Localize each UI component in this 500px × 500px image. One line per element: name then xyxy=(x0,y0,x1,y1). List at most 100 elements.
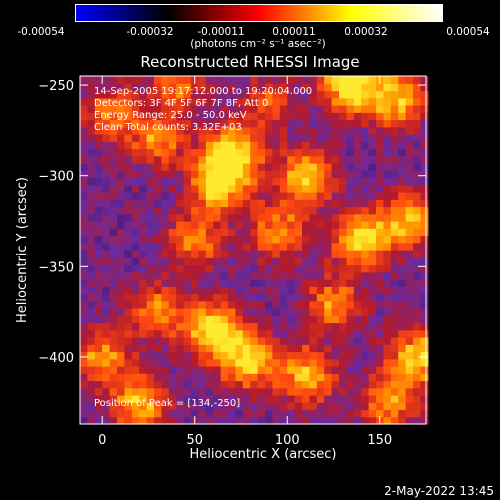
heatmap-cell xyxy=(309,387,318,396)
heatmap-cell xyxy=(109,380,118,389)
heatmap-cell xyxy=(87,228,96,237)
heatmap-cell xyxy=(353,264,362,273)
heatmap-cell xyxy=(109,155,118,164)
heatmap-cell xyxy=(235,358,244,367)
heatmap-cell xyxy=(213,184,222,193)
heatmap-cell xyxy=(198,221,207,229)
heatmap-cell xyxy=(265,366,274,374)
heatmap-cell xyxy=(287,380,296,389)
heatmap-cell xyxy=(250,76,259,84)
heatmap-cell xyxy=(405,134,414,142)
heatmap-cell xyxy=(87,126,96,135)
heatmap-cell xyxy=(117,395,126,403)
heatmap-cell xyxy=(265,206,274,215)
heatmap-cell xyxy=(94,308,103,316)
heatmap-cell xyxy=(124,155,133,164)
heatmap-cell xyxy=(228,322,237,331)
heatmap-cell xyxy=(383,416,392,425)
heatmap-cell xyxy=(405,322,414,331)
heatmap-cell xyxy=(250,105,259,113)
heatmap-cell xyxy=(124,141,133,150)
heatmap-cell xyxy=(183,221,192,229)
heatmap-cell xyxy=(124,228,133,237)
heatmap-cell xyxy=(368,141,377,150)
heatmap-cell xyxy=(339,373,348,382)
heatmap-cell xyxy=(302,134,311,142)
heatmap-cell xyxy=(405,271,414,280)
heatmap-cell xyxy=(398,257,407,266)
heatmap-cell xyxy=(324,126,333,135)
heatmap-cell xyxy=(368,76,377,84)
heatmap-cell xyxy=(420,286,429,295)
heatmap-cell xyxy=(117,322,126,331)
heatmap-cell xyxy=(191,351,200,360)
heatmap-cell xyxy=(109,358,118,367)
heatmap-cell xyxy=(235,141,244,150)
heatmap-cell xyxy=(205,380,214,389)
heatmap-cell xyxy=(213,329,222,338)
heatmap-cell xyxy=(176,199,185,208)
heatmap-cell xyxy=(316,242,325,251)
heatmap-cell xyxy=(324,250,333,258)
heatmap-cell xyxy=(146,163,155,171)
heatmap-cell xyxy=(109,235,118,244)
heatmap-cell xyxy=(117,235,126,244)
heatmap-cell xyxy=(279,83,288,92)
heatmap-cell xyxy=(94,242,103,251)
heatmap-cell xyxy=(279,264,288,273)
heatmap-cell xyxy=(168,126,177,135)
heatmap-cell xyxy=(205,322,214,331)
heatmap-cell xyxy=(324,416,333,425)
heatmap-cell xyxy=(213,170,222,179)
heatmap-cell xyxy=(213,228,222,237)
heatmap-cell xyxy=(383,322,392,331)
heatmap-cell xyxy=(287,373,296,382)
heatmap-cell xyxy=(191,315,200,324)
heatmap-cell xyxy=(94,409,103,418)
heatmap-cell xyxy=(176,416,185,425)
heatmap-cell xyxy=(405,380,414,389)
heatmap-cell xyxy=(250,344,259,353)
heatmap-cell xyxy=(80,90,88,99)
heatmap-cell xyxy=(146,155,155,164)
heatmap-cell xyxy=(361,416,370,425)
heatmap-cell xyxy=(205,264,214,273)
heatmap-cell xyxy=(242,416,251,425)
heatmap-cell xyxy=(235,416,244,425)
heatmap-cell xyxy=(205,409,214,418)
heatmap-cell xyxy=(176,206,185,215)
heatmap-cell xyxy=(102,242,111,251)
heatmap-cell xyxy=(302,90,311,99)
heatmap-cell xyxy=(242,235,251,244)
heatmap-cell xyxy=(331,279,340,287)
heatmap-cell xyxy=(250,177,259,186)
heatmap-cell xyxy=(316,199,325,208)
heatmap-cell xyxy=(257,97,266,106)
heatmap-cell xyxy=(205,97,214,106)
heatmap-cell xyxy=(420,329,429,338)
heatmap xyxy=(80,76,429,425)
heatmap-cell xyxy=(309,206,318,215)
heatmap-cell xyxy=(228,387,237,396)
heatmap-cell xyxy=(87,221,96,229)
heatmap-cell xyxy=(139,395,148,403)
heatmap-cell xyxy=(183,387,192,396)
heatmap-cell xyxy=(117,271,126,280)
heatmap-cell xyxy=(420,199,429,208)
heatmap-cell xyxy=(213,402,222,411)
heatmap-cell xyxy=(213,250,222,258)
heatmap-cell xyxy=(87,250,96,258)
heatmap-cell xyxy=(228,126,237,135)
heatmap-cell xyxy=(250,119,259,128)
heatmap-cell xyxy=(242,97,251,106)
heatmap-cell xyxy=(146,184,155,193)
heatmap-cell xyxy=(265,279,274,287)
heatmap-cell xyxy=(339,409,348,418)
heatmap-cell xyxy=(339,293,348,302)
heatmap-cell xyxy=(131,192,140,200)
heatmap-cell xyxy=(102,315,111,324)
heatmap-cell xyxy=(376,155,385,164)
heatmap-cell xyxy=(405,76,414,84)
heatmap-cell xyxy=(339,134,348,142)
heatmap-cell xyxy=(324,148,333,157)
